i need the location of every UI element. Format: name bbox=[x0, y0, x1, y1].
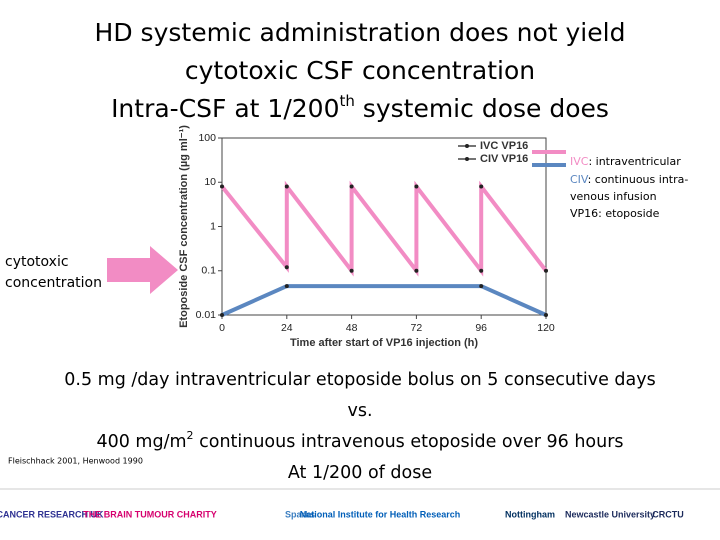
series-line bbox=[220, 180, 548, 277]
x-tick-label: 0 bbox=[219, 322, 225, 334]
body-sup: 2 bbox=[187, 429, 194, 442]
body-line: vs. bbox=[347, 401, 372, 421]
data-point bbox=[544, 268, 548, 273]
data-point bbox=[284, 184, 289, 189]
legend-marker bbox=[465, 144, 469, 148]
logo-text: CRCTU bbox=[652, 509, 684, 519]
logo-text: Newcastle University bbox=[565, 509, 655, 519]
data-point bbox=[479, 284, 484, 289]
note: venous infusion bbox=[570, 190, 657, 203]
data-point bbox=[284, 265, 289, 270]
logo-text: Sparks bbox=[285, 509, 315, 519]
body-part: continuous intravenous etoposide over 96… bbox=[194, 432, 624, 452]
note: IVC: intraventricular bbox=[570, 155, 681, 168]
y-tick-label: 0.01 bbox=[196, 309, 217, 321]
citation: Fleischhack 2001, Henwood 1990 bbox=[8, 457, 143, 466]
body-line: At 1/200 of dose bbox=[288, 463, 432, 483]
title-line: cytotoxic CSF concentration bbox=[185, 56, 535, 85]
data-point bbox=[479, 184, 484, 189]
note-abbr: IVC bbox=[570, 155, 589, 168]
data-point bbox=[220, 313, 224, 317]
note: CIV: continuous intra- bbox=[570, 173, 688, 186]
x-tick-label: 24 bbox=[281, 322, 293, 334]
note-abbr: CIV bbox=[570, 173, 589, 186]
y-axis-label: Etoposide CSF concentration (µg ml⁻¹) bbox=[178, 125, 190, 328]
data-point bbox=[414, 184, 419, 189]
logo-text: National Institute for Health Research bbox=[300, 509, 461, 519]
note: VP16: etoposide bbox=[570, 207, 660, 220]
x-tick-label: 72 bbox=[411, 322, 423, 334]
legend-marker bbox=[465, 157, 469, 161]
x-axis-label: Time after start of VP16 injection (h) bbox=[290, 337, 478, 349]
arrow bbox=[107, 246, 178, 294]
y-tick-label: 100 bbox=[198, 132, 216, 144]
data-point bbox=[349, 268, 354, 273]
x-tick-label: 120 bbox=[537, 322, 555, 334]
title-sup: th bbox=[339, 92, 354, 110]
series-line bbox=[221, 284, 547, 317]
data-point bbox=[414, 268, 419, 273]
logo-text: CANCER RESEARCH UK bbox=[0, 509, 104, 519]
title-part: systemic dose does bbox=[355, 94, 609, 123]
left-label: concentration bbox=[5, 275, 102, 291]
body-line: 400 mg/m2 continuous intravenous etoposi… bbox=[96, 429, 623, 452]
x-tick-label: 48 bbox=[346, 322, 358, 334]
y-tick-label: 10 bbox=[204, 176, 216, 188]
data-point bbox=[284, 284, 289, 289]
legend-label: CIV VP16 bbox=[480, 153, 528, 165]
data-point bbox=[349, 184, 354, 189]
data-point bbox=[220, 184, 224, 189]
y-tick-label: 1 bbox=[210, 220, 216, 232]
logo-text: Nottingham bbox=[505, 509, 555, 519]
note-text: : continuous intra- bbox=[588, 173, 689, 186]
body-line: 0.5 mg /day intraventricular etoposide b… bbox=[64, 370, 656, 390]
data-point bbox=[544, 313, 548, 317]
title-line: Intra-CSF at 1/200th systemic dose does bbox=[111, 92, 609, 124]
legend-label: IVC VP16 bbox=[480, 140, 528, 152]
title-line: HD systemic administration does not yiel… bbox=[95, 18, 626, 47]
left-label: cytotoxic bbox=[5, 254, 69, 270]
title-part: Intra-CSF at 1/200 bbox=[111, 94, 339, 123]
logo-text: THE BRAIN TUMOUR CHARITY bbox=[83, 509, 217, 519]
x-tick-label: 96 bbox=[475, 322, 487, 334]
y-tick-label: 0.1 bbox=[201, 265, 216, 277]
note-text: : intraventricular bbox=[588, 155, 681, 168]
body-part: 400 mg/m bbox=[96, 432, 186, 452]
data-point bbox=[479, 268, 484, 273]
chart: 0.01 0.1 1 10 100 0 24 48 72 96 120 Time after star… bbox=[178, 125, 566, 349]
